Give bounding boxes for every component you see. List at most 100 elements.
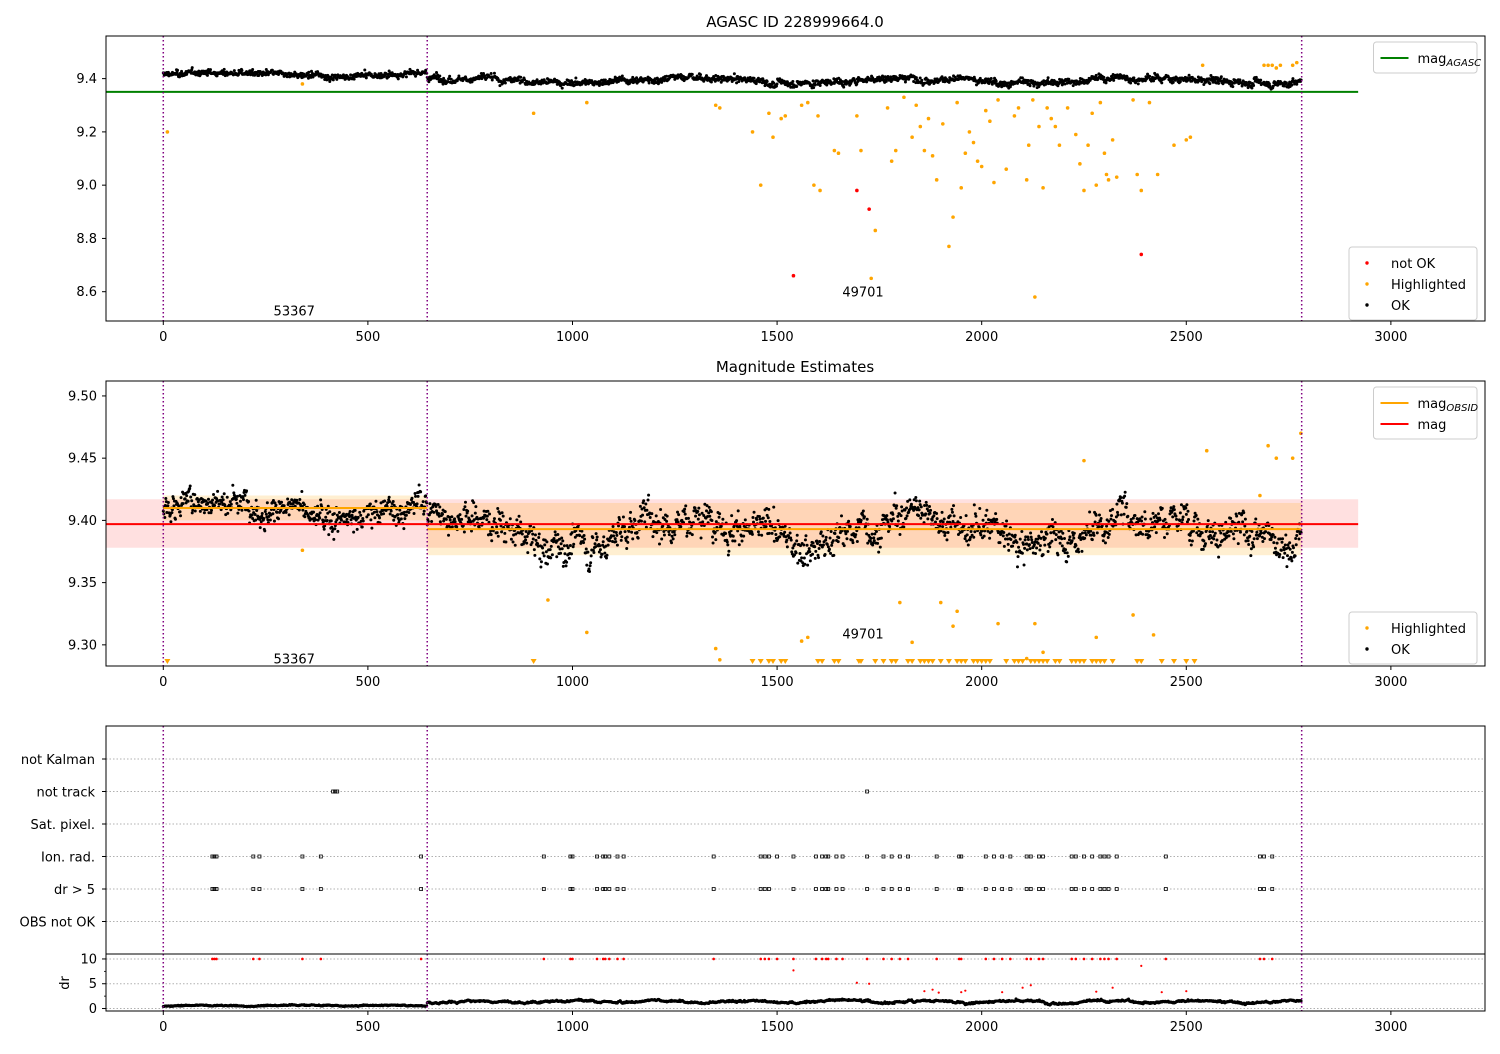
chart-2-ok-point — [172, 504, 175, 507]
chart-2-ok-point — [462, 508, 465, 511]
chart-2-ok-point — [512, 540, 515, 543]
chart-2-ok-point — [235, 498, 238, 501]
chart-1-xtick-label: 2000 — [965, 330, 998, 345]
chart-2-ok-point — [413, 512, 416, 515]
chart-2-ok-point — [1133, 514, 1136, 517]
chart-2-ytick-label: 9.50 — [68, 389, 97, 404]
chart-2-ok-point — [1104, 541, 1107, 544]
chart-2-ok-point — [612, 534, 615, 537]
chart-2-ok-point — [497, 535, 500, 538]
chart-2-ok-point — [983, 535, 986, 538]
chart-1-not-ok-point — [792, 274, 796, 278]
chart-2-ok-point — [403, 511, 406, 514]
chart-2-ok-point — [1007, 543, 1010, 546]
chart-2-highlighted-point — [714, 647, 718, 651]
chart-2-ok-point — [808, 547, 811, 550]
chart-1-highlighted-point — [816, 114, 820, 118]
chart-2-ok-point — [441, 513, 444, 516]
chart-2-ok-point — [174, 518, 177, 521]
chart-2-ok-point — [265, 513, 268, 516]
chart-2-xtick-label: 0 — [159, 675, 167, 690]
chart-2-ok-point — [614, 540, 617, 543]
chart-2-ok-point — [509, 517, 512, 520]
chart-2-ok-point — [450, 515, 453, 518]
chart-2-ok-point — [285, 511, 288, 514]
chart-2-ok-point — [417, 495, 420, 498]
chart-2-ok-point — [1284, 534, 1287, 537]
chart-2-ok-point — [630, 531, 633, 534]
chart-1-highlighted-point — [919, 125, 923, 129]
chart-2-ok-point — [710, 519, 713, 522]
chart-2-ok-point — [531, 533, 534, 536]
chart-2-ok-point — [1063, 537, 1066, 540]
chart-2-ok-point — [1174, 515, 1177, 518]
chart-2-ok-point — [777, 519, 780, 522]
chart-2-ok-point — [1055, 533, 1058, 536]
chart-2-ok-point — [655, 531, 658, 534]
chart-2-ok-point — [179, 510, 182, 513]
chart-2-ok-point — [985, 509, 988, 512]
chart-2-ok-point — [1172, 505, 1175, 508]
chart-2-ok-point — [818, 540, 821, 543]
chart-2-ok-point — [496, 531, 499, 534]
chart-2-ok-point — [1219, 532, 1222, 535]
chart-1-highlighted-point — [902, 95, 906, 99]
chart-2-ok-point — [515, 518, 518, 521]
chart-2-ok-point — [738, 525, 741, 528]
flag-label: Ion. rad. — [41, 851, 95, 866]
chart-1-highlighted-point — [1013, 114, 1017, 118]
chart-2-ok-point — [795, 539, 798, 542]
chart-2-ok-point — [760, 534, 763, 537]
chart-2-ok-point — [1015, 550, 1018, 553]
chart-2-ok-point — [298, 509, 301, 512]
chart-2-ok-point — [951, 511, 954, 514]
chart-1-ok-point — [363, 69, 366, 72]
chart-2-ok-point — [1044, 537, 1047, 540]
chart-2-ok-point — [1260, 531, 1263, 534]
chart-1-ok-point — [1291, 77, 1294, 80]
chart-2-ok-point — [185, 494, 188, 497]
chart-2-ok-point — [628, 517, 631, 520]
chart-2-ok-point — [1015, 541, 1018, 544]
chart-2-ok-point — [534, 533, 537, 536]
chart-2-ok-point — [818, 547, 821, 550]
chart-2-ok-point — [815, 540, 818, 543]
chart-2-ok-point — [851, 541, 854, 544]
chart-2-ok-point — [521, 533, 524, 536]
chart-2-ok-point — [599, 548, 602, 551]
chart-2-ok-point — [500, 530, 503, 533]
chart-2-ok-point — [206, 501, 209, 504]
chart-2-ok-point — [254, 513, 257, 516]
chart-2-ok-point — [1020, 530, 1023, 533]
chart-2-ok-point — [875, 530, 878, 533]
chart-2-ok-point — [248, 509, 251, 512]
chart-1-highlighted-point — [718, 106, 722, 110]
chart-2-ok-point — [673, 533, 676, 536]
chart-2-ok-point — [888, 525, 891, 528]
chart-2-ok-point — [472, 501, 475, 504]
chart-2-xtick-label: 2500 — [1170, 675, 1203, 690]
chart-2-ok-point — [1148, 535, 1151, 538]
chart-1-highlighted-point — [951, 215, 955, 219]
chart-2-ok-point — [1186, 510, 1189, 513]
chart-2-ok-point — [994, 512, 997, 515]
chart-2-ok-point — [897, 520, 900, 523]
chart-2-ok-point — [1214, 532, 1217, 535]
chart-1-ok-point — [1137, 82, 1140, 85]
chart-2-ok-point — [210, 509, 213, 512]
chart-2-ok-point — [837, 536, 840, 539]
chart-2-ok-point — [1149, 517, 1152, 520]
chart-1-ok-point — [490, 72, 493, 75]
chart-2-ok-point — [504, 540, 507, 543]
chart-2-ok-point — [630, 520, 633, 523]
chart-2-ok-point — [880, 537, 883, 540]
chart-1-highlighted-point — [972, 141, 976, 145]
chart-2-ok-point — [1179, 511, 1182, 514]
chart-1-ok-point — [691, 73, 694, 76]
chart-1-highlighted-point — [1105, 173, 1109, 177]
chart-2-ok-point — [194, 509, 197, 512]
chart-2-ok-point — [422, 500, 425, 503]
chart-2-ok-point — [1014, 534, 1017, 537]
chart-1-highlighted-point — [859, 149, 863, 153]
chart-2-ok-point — [193, 493, 196, 496]
